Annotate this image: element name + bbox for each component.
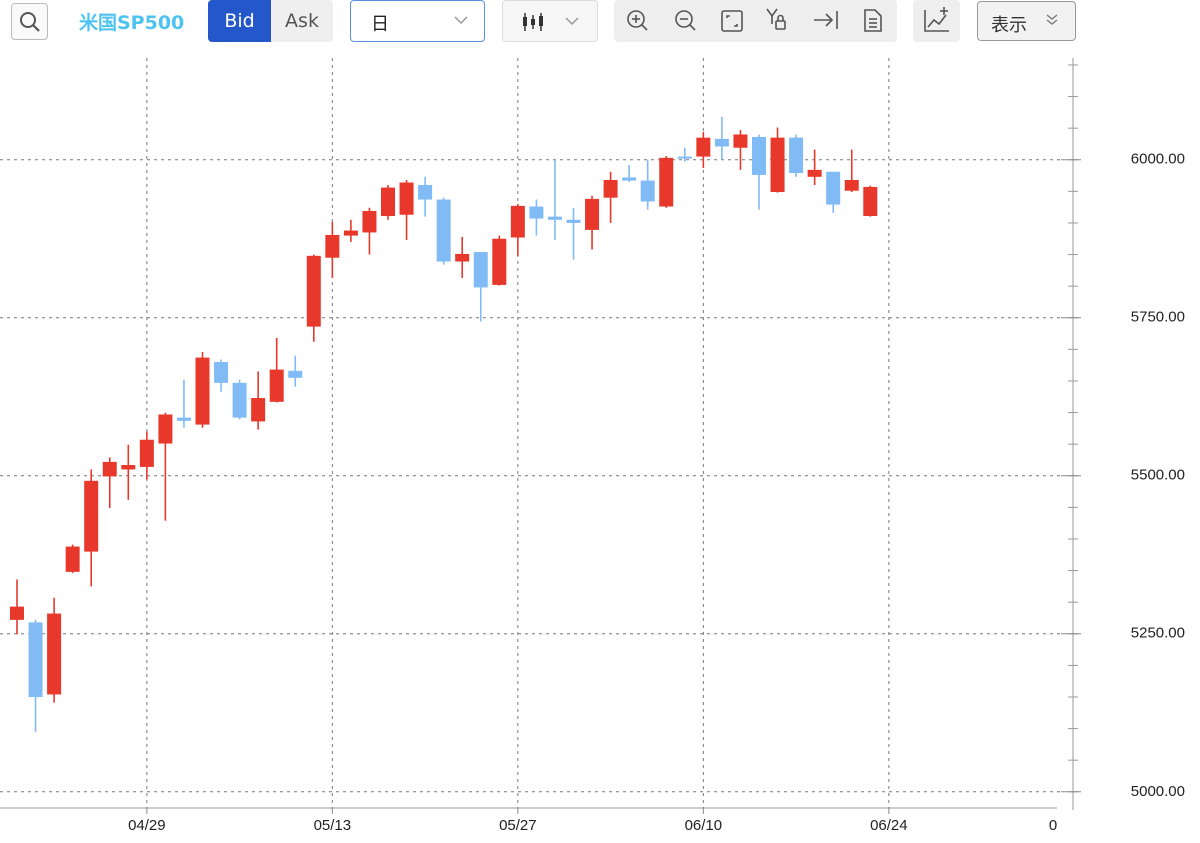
candle-body xyxy=(306,255,321,327)
display-button[interactable]: 表示 xyxy=(977,1,1076,41)
candle-body xyxy=(566,219,581,223)
candle-body xyxy=(603,179,618,198)
candle-body xyxy=(47,613,62,695)
candle-body xyxy=(84,480,99,552)
y-tick-label: 5750.00 xyxy=(1131,309,1185,326)
period-label: 日 xyxy=(371,14,389,35)
candle-body xyxy=(640,180,655,202)
x-axis-corner-label: 0 xyxy=(1049,817,1057,834)
display-label: 表示 xyxy=(991,15,1027,36)
candle-body xyxy=(121,465,136,470)
candle-body xyxy=(529,206,544,219)
indicator-icon xyxy=(924,7,949,32)
x-tick-label: 05/27 xyxy=(499,817,537,834)
candle-body xyxy=(510,205,525,238)
candle-body xyxy=(418,185,433,200)
candle-body xyxy=(677,156,692,159)
candle-body xyxy=(102,461,117,477)
tool-group xyxy=(614,0,897,42)
chevron xyxy=(565,17,579,26)
candle-body xyxy=(10,606,24,620)
candle-body xyxy=(473,252,488,288)
candle-body xyxy=(844,179,859,191)
candle-body xyxy=(343,230,358,236)
x-tick-label: 04/29 xyxy=(128,817,166,834)
bid-button[interactable]: Bid xyxy=(208,0,271,42)
y-tick-label: 5250.00 xyxy=(1131,625,1185,642)
candle-body xyxy=(232,382,247,418)
search-icon xyxy=(19,11,40,32)
candle-body xyxy=(659,157,674,207)
candle-body xyxy=(492,238,507,285)
candle-body xyxy=(28,622,43,697)
candle-body xyxy=(585,198,600,230)
chart-type-select[interactable] xyxy=(502,0,598,42)
y-tick-label: 5500.00 xyxy=(1131,467,1185,484)
chevron xyxy=(454,16,468,25)
candle-body xyxy=(863,186,878,217)
candle-body xyxy=(455,253,470,262)
candle-body xyxy=(325,234,340,258)
candle-body xyxy=(622,177,637,181)
candle-body xyxy=(752,137,766,175)
candle-body xyxy=(770,137,785,192)
symbol-name[interactable]: 米国SP500 xyxy=(79,12,185,34)
y-tick-label: 5000.00 xyxy=(1131,783,1185,800)
candle-body xyxy=(807,169,822,177)
candle-body xyxy=(381,187,395,217)
double-chevron xyxy=(1046,14,1058,25)
tool-icons[interactable] xyxy=(614,0,897,42)
candle-body xyxy=(362,210,377,233)
candle-body xyxy=(436,199,451,262)
candle-body xyxy=(139,439,154,467)
period-select[interactable]: 日 xyxy=(350,0,485,42)
candle-body xyxy=(176,417,191,421)
x-tick-label: 05/13 xyxy=(314,817,352,834)
candle-body xyxy=(65,546,80,572)
candle-body xyxy=(714,138,729,147)
indicator-button[interactable] xyxy=(913,0,960,42)
candle-body xyxy=(547,216,562,220)
candle-body xyxy=(288,370,303,378)
candle-body xyxy=(251,398,266,422)
candle-body xyxy=(826,171,841,205)
candle-body xyxy=(733,134,748,148)
candle-body xyxy=(195,357,210,425)
candle-body xyxy=(696,137,711,157)
candle-body xyxy=(269,369,284,402)
candle-body xyxy=(789,137,804,174)
candle-body xyxy=(158,414,173,444)
x-tick-label: 06/10 xyxy=(685,817,723,834)
candle-body xyxy=(214,362,229,383)
search-button[interactable] xyxy=(11,3,48,40)
candle-icon xyxy=(523,13,543,31)
y-tick-label: 6000.00 xyxy=(1131,151,1185,168)
ask-button[interactable]: Ask xyxy=(271,0,333,42)
x-tick-label: 06/24 xyxy=(870,817,908,834)
candle-body xyxy=(399,182,414,215)
